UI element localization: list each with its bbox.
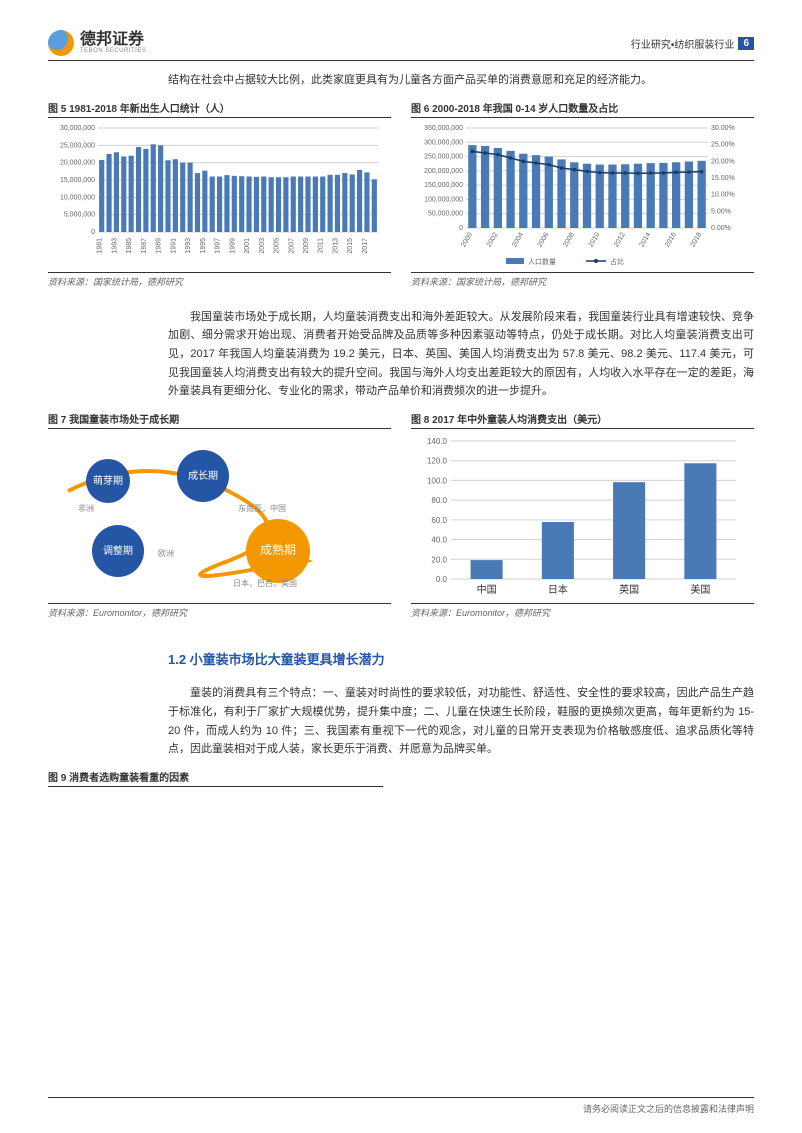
svg-text:20,000,000: 20,000,000: [60, 159, 95, 166]
logo-icon: [48, 30, 74, 56]
svg-text:2007: 2007: [288, 238, 295, 254]
svg-text:15.00%: 15.00%: [711, 175, 735, 182]
header-right: 行业研究•纺织服装行业 6: [631, 36, 754, 51]
svg-text:1991: 1991: [170, 238, 177, 254]
svg-text:0.0: 0.0: [436, 575, 448, 584]
svg-text:1989: 1989: [156, 238, 163, 254]
svg-text:2004: 2004: [511, 231, 525, 248]
fig8-chart: 0.0 20.0 40.0 60.0 80.0 100.0 120.0 140.0 中国 日本 英国…: [411, 431, 746, 601]
fig5-source: 资料来源：国家统计局，德邦研究: [48, 272, 391, 288]
svg-text:50,000,000: 50,000,000: [428, 210, 463, 217]
svg-text:2015: 2015: [347, 238, 354, 254]
svg-text:2000: 2000: [460, 231, 474, 248]
svg-text:80.0: 80.0: [431, 496, 447, 505]
svg-text:25.00%: 25.00%: [711, 141, 735, 148]
svg-text:15,000,000: 15,000,000: [60, 177, 95, 184]
svg-text:350,000,000: 350,000,000: [424, 125, 463, 132]
page-footer: 请务必阅读正文之后的信息披露和法律声明: [48, 1097, 754, 1115]
svg-text:140.0: 140.0: [427, 437, 448, 446]
svg-text:1985: 1985: [126, 238, 133, 254]
svg-text:中国: 中国: [477, 583, 497, 596]
svg-text:150,000,000: 150,000,000: [424, 182, 463, 189]
svg-text:40.0: 40.0: [431, 536, 447, 545]
svg-text:东南亚，中国: 东南亚，中国: [238, 503, 286, 513]
svg-text:0: 0: [459, 225, 463, 232]
svg-text:100,000,000: 100,000,000: [424, 196, 463, 203]
fig6-chart: 0 50,000,000 100,000,000 150,000,000 200,000…: [411, 120, 746, 270]
svg-text:1983: 1983: [111, 238, 118, 254]
fig7-title: 图 7 我国童装市场处于成长期: [48, 411, 391, 429]
svg-text:2017: 2017: [362, 238, 369, 254]
svg-text:成长期: 成长期: [188, 470, 218, 482]
paragraph-2: 我国童装市场处于成长期，人均童装消费支出和海外差距较大。从发展阶段来看，我国童装…: [168, 308, 754, 401]
svg-text:调整期: 调整期: [103, 544, 133, 557]
logo: 德邦证券 TEBON SECURITIES: [48, 30, 146, 56]
svg-text:200,000,000: 200,000,000: [424, 168, 463, 175]
svg-text:2002: 2002: [486, 231, 500, 248]
svg-text:120.0: 120.0: [427, 457, 448, 466]
svg-text:日本，巴西，美国: 日本，巴西，美国: [233, 578, 297, 588]
paragraph-3: 童装的消费具有三个特点：一、童装对时尚性的要求较低，对功能性、舒适性、安全性的要…: [168, 684, 754, 759]
svg-text:5,000,000: 5,000,000: [64, 211, 95, 218]
svg-text:300,000,000: 300,000,000: [424, 139, 463, 146]
svg-text:2016: 2016: [664, 231, 678, 248]
svg-text:30.00%: 30.00%: [711, 125, 735, 132]
svg-text:人口数量: 人口数量: [528, 257, 556, 266]
svg-text:100.0: 100.0: [427, 477, 448, 486]
fig6-source: 资料来源：国家统计局，德邦研究: [411, 272, 754, 288]
company-name: 德邦证券: [80, 32, 146, 48]
svg-text:60.0: 60.0: [431, 516, 447, 525]
svg-text:10,000,000: 10,000,000: [60, 194, 95, 201]
svg-text:250,000,000: 250,000,000: [424, 153, 463, 160]
svg-text:20.00%: 20.00%: [711, 158, 735, 165]
fig5-title: 图 5 1981-2018 年新出生人口统计（人）: [48, 100, 391, 118]
svg-text:2009: 2009: [303, 238, 310, 254]
svg-text:30,000,000: 30,000,000: [60, 125, 95, 132]
svg-text:0.00%: 0.00%: [711, 225, 731, 232]
svg-text:25,000,000: 25,000,000: [60, 142, 95, 149]
svg-text:0: 0: [91, 229, 95, 236]
page-number: 6: [738, 37, 754, 50]
svg-text:2010: 2010: [588, 231, 602, 248]
svg-text:2005: 2005: [274, 238, 281, 254]
fig7-chart: 萌芽期非洲 成长期东南亚，中国调整期 欧洲 成熟期日本，巴西，美国: [48, 431, 383, 601]
svg-text:1987: 1987: [141, 238, 148, 254]
svg-text:成熟期: 成熟期: [260, 542, 296, 557]
svg-text:2018: 2018: [690, 231, 704, 248]
svg-text:1993: 1993: [185, 238, 192, 254]
breadcrumb: 行业研究•纺织服装行业: [631, 36, 735, 51]
svg-text:2013: 2013: [332, 238, 339, 254]
svg-text:美国: 美国: [690, 583, 710, 596]
fig6-title: 图 6 2000-2018 年我国 0-14 岁人口数量及占比: [411, 100, 754, 118]
svg-text:20.0: 20.0: [431, 555, 447, 564]
svg-text:2012: 2012: [613, 231, 627, 248]
svg-text:1999: 1999: [229, 238, 236, 254]
svg-text:2014: 2014: [639, 231, 653, 248]
svg-text:1997: 1997: [215, 238, 222, 254]
svg-text:日本: 日本: [548, 583, 568, 596]
svg-text:1995: 1995: [200, 238, 207, 254]
fig9-title: 图 9 消费者选购童装看重的因素: [48, 769, 383, 787]
svg-text:占比: 占比: [610, 257, 624, 266]
svg-text:2008: 2008: [562, 231, 576, 248]
svg-text:1981: 1981: [97, 238, 104, 254]
svg-text:非洲: 非洲: [78, 503, 94, 513]
svg-text:2006: 2006: [537, 231, 551, 248]
page-header: 德邦证券 TEBON SECURITIES 行业研究•纺织服装行业 6: [48, 30, 754, 61]
fig7-source: 资料来源：Euromonitor，德邦研究: [48, 603, 391, 619]
intro-paragraph: 结构在社会中占据较大比例，此类家庭更具有为儿童各方面产品买单的消费意愿和充足的经…: [168, 71, 754, 90]
svg-text:欧洲: 欧洲: [158, 548, 174, 558]
section-1-2-heading: 1.2 小童装市场比大童装更具增长潜力: [168, 649, 754, 668]
fig8-source: 资料来源：Euromonitor，德邦研究: [411, 603, 754, 619]
svg-text:英国: 英国: [619, 583, 639, 596]
svg-text:萌芽期: 萌芽期: [93, 474, 123, 487]
svg-text:2001: 2001: [244, 238, 251, 254]
svg-text:2011: 2011: [318, 238, 325, 253]
svg-text:5.00%: 5.00%: [711, 208, 731, 215]
fig5-chart: 0 5,000,000 10,000,000 15,000,000 20,000,000…: [48, 120, 383, 270]
svg-text:2003: 2003: [259, 238, 266, 254]
fig8-title: 图 8 2017 年中外童装人均消费支出（美元）: [411, 411, 754, 429]
svg-text:10.00%: 10.00%: [711, 191, 735, 198]
company-name-en: TEBON SECURITIES: [80, 48, 146, 54]
